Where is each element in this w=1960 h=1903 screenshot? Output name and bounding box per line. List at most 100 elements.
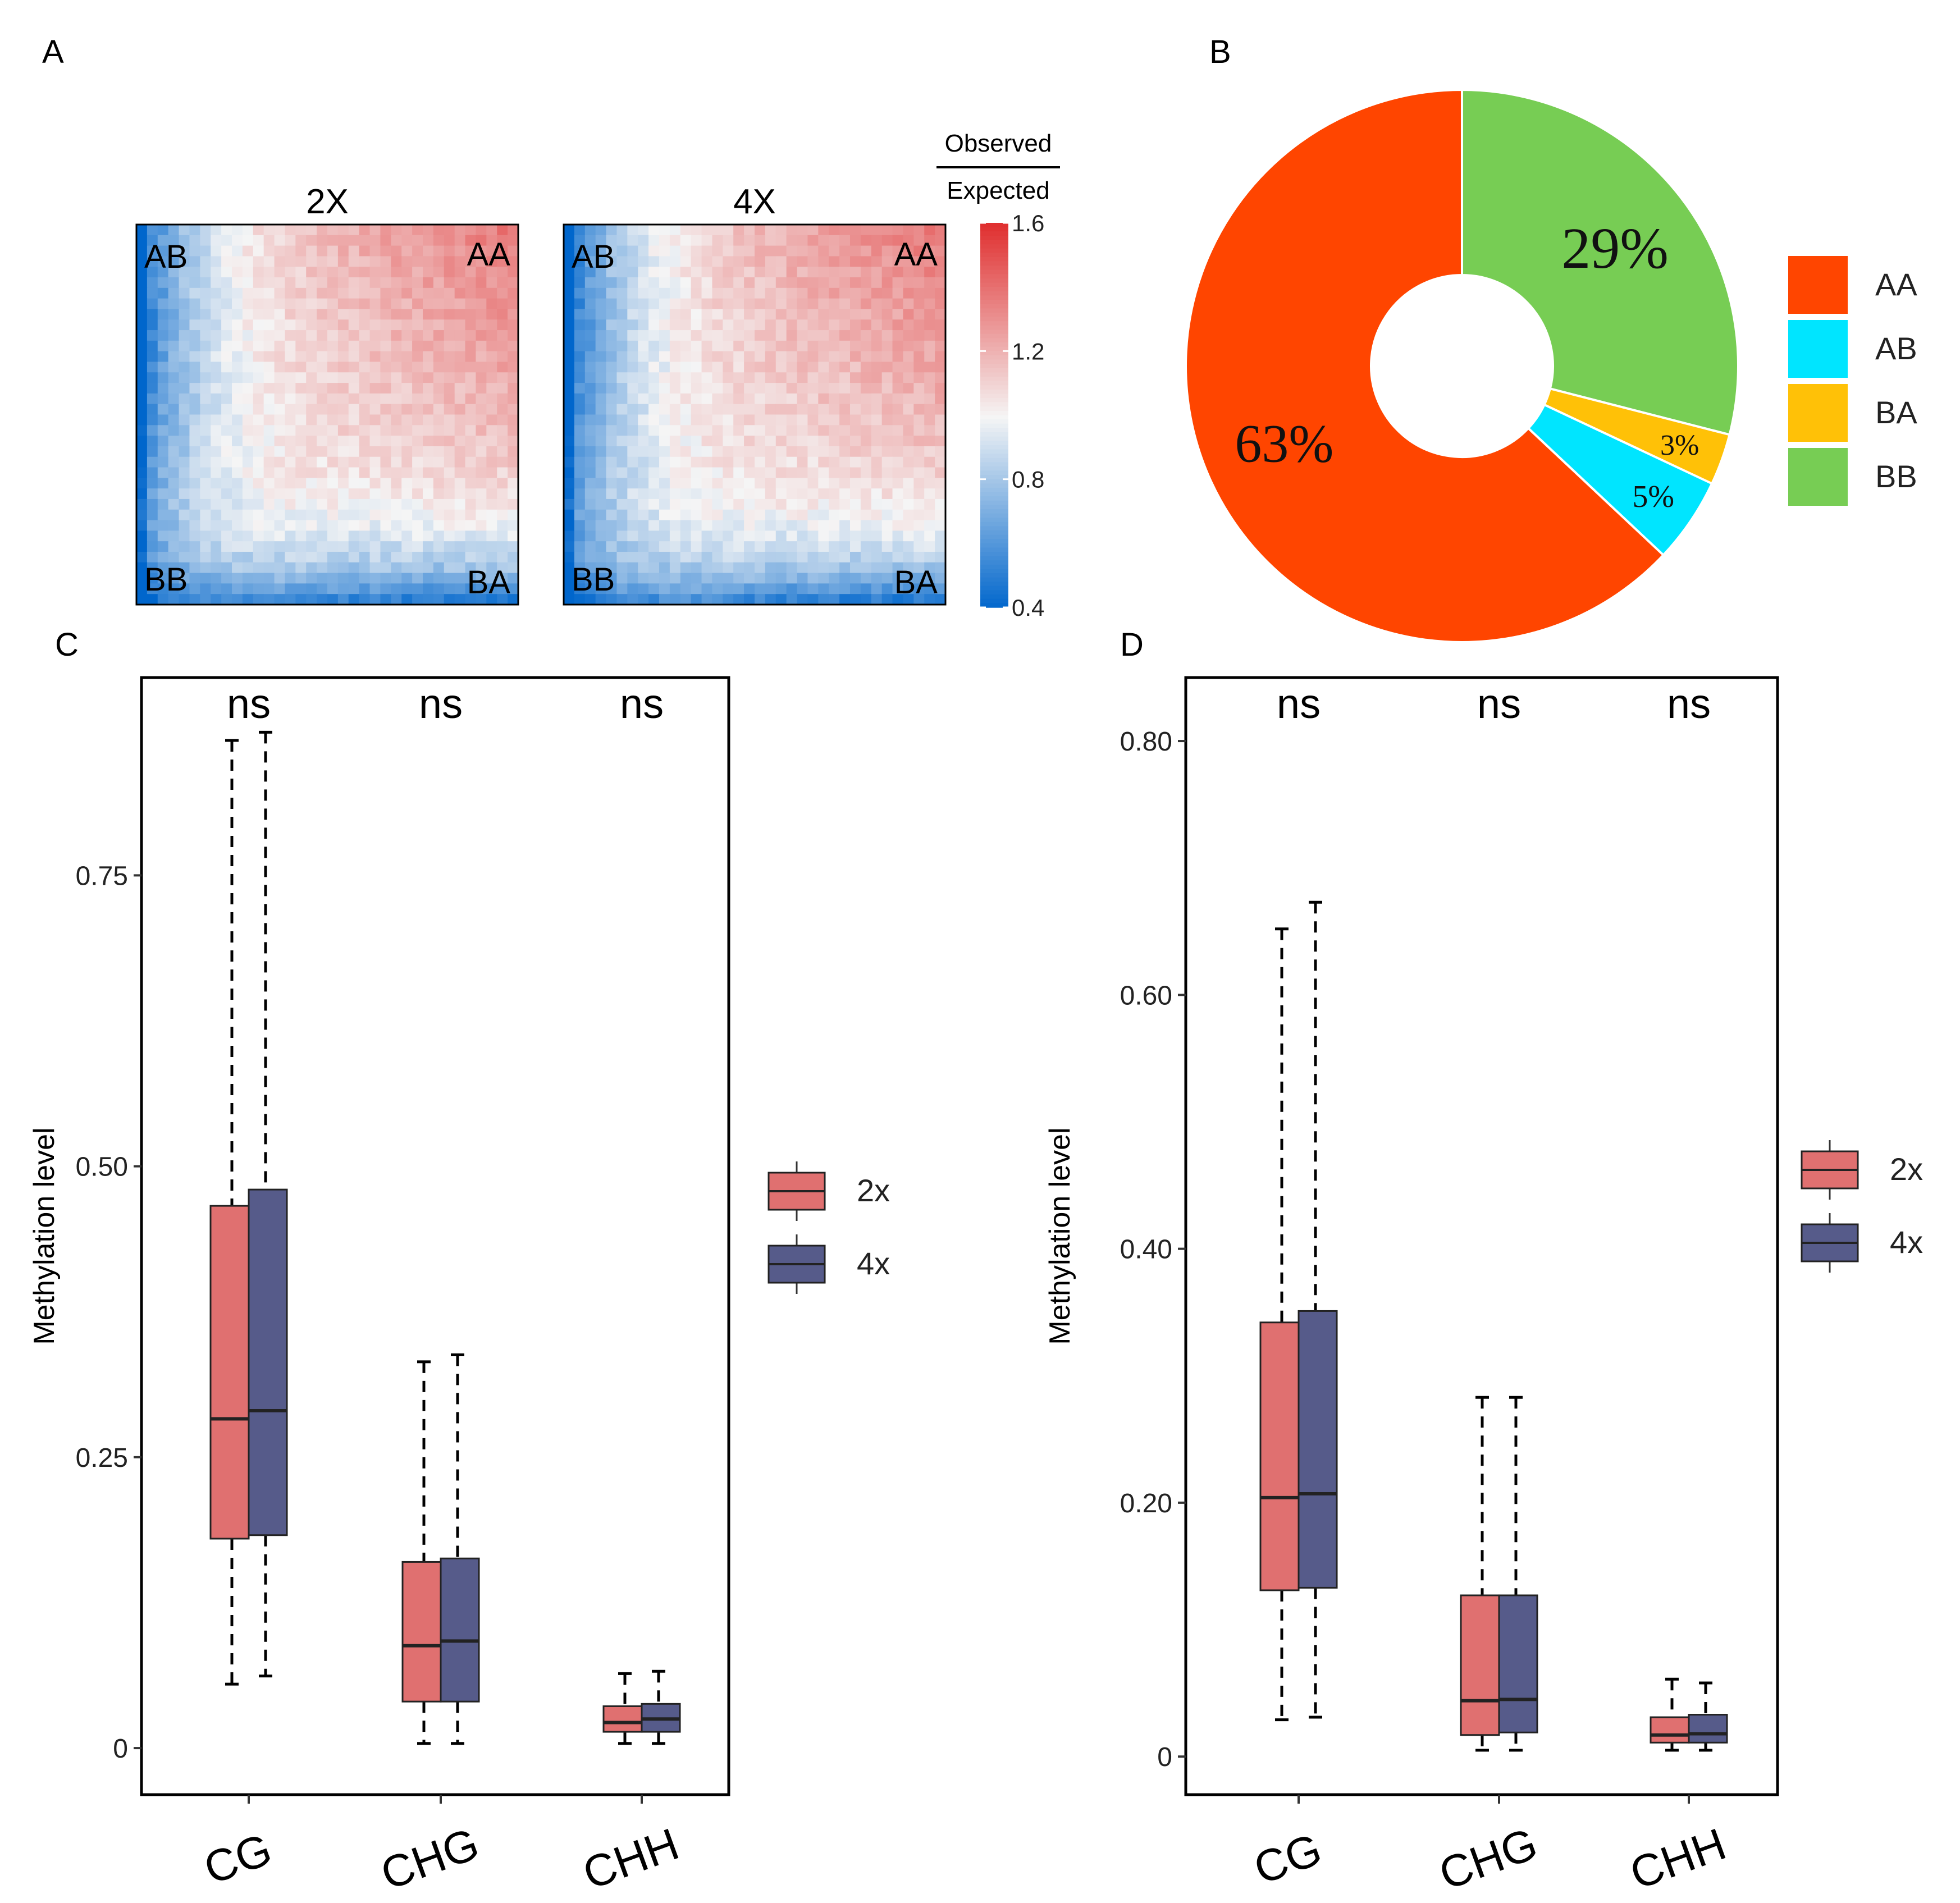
heatmap-cell [669, 330, 681, 341]
heatmap-cell [765, 551, 776, 563]
heatmap-cell [659, 393, 670, 405]
heatmap-cell [712, 287, 723, 299]
heatmap-cell [189, 309, 200, 320]
heatmap-cell [659, 372, 670, 383]
heatmap-cell [733, 404, 744, 415]
heatmap-cell [391, 573, 402, 584]
heatmap-cell [263, 541, 275, 552]
heatmap-cell [913, 498, 925, 510]
heatmap-cell [179, 245, 190, 257]
heatmap-cell [924, 340, 935, 352]
heatmap-cell [317, 541, 328, 552]
heatmap-cell [775, 404, 787, 415]
heatmap-cell [595, 509, 607, 521]
heatmap-cell [285, 351, 296, 363]
heatmap-cell [136, 319, 148, 331]
heatmap-cell [306, 562, 317, 574]
heatmap-cell [486, 594, 497, 605]
heatmap-cell [903, 573, 914, 584]
heatmap-cell [476, 383, 487, 394]
heatmap-cell [391, 478, 402, 489]
heatmap-cell [327, 351, 339, 363]
heatmap-cell [786, 509, 798, 521]
heatmap-cell [189, 467, 200, 478]
heatmap-frame [563, 223, 947, 606]
heatmap-cell [454, 372, 466, 383]
heatmap-cell [327, 488, 339, 500]
heatmap-cell [306, 541, 317, 552]
heatmap-cell [744, 594, 755, 605]
heatmap-cell [380, 594, 391, 605]
heatmap-cell [242, 330, 254, 341]
heatmap-cell [327, 530, 339, 542]
heatmap-cell [755, 520, 766, 531]
heatmap-cell [242, 478, 254, 489]
heatmap-cell [744, 298, 755, 310]
heatmap-cell [232, 256, 243, 267]
heatmap-cell [423, 277, 434, 289]
heatmap-cell [157, 362, 169, 373]
heatmap-cell [263, 551, 275, 563]
heatmap-cell [648, 488, 660, 500]
heatmap-cell [337, 520, 349, 531]
heatmap-cell [638, 446, 649, 458]
heatmap-cell [860, 488, 872, 500]
heatmap-cell [444, 372, 455, 383]
heatmap-cell [380, 456, 391, 468]
heatmap-cell [595, 245, 607, 257]
heatmap-cell [391, 414, 402, 426]
heatmap-cell [486, 520, 497, 531]
heatmap-cell [454, 256, 466, 267]
heatmap-cell [733, 330, 744, 341]
heatmap-cell [147, 594, 158, 605]
heatmap-cell [839, 362, 851, 373]
heatmap-cell [179, 488, 190, 500]
heatmap-cell [211, 277, 222, 289]
heatmap-cell [584, 530, 596, 542]
heatmap-cell [221, 467, 232, 478]
heatmap-cell [616, 235, 628, 246]
heatmap-cell [669, 551, 681, 563]
heatmap-cell [595, 298, 607, 310]
heatmap-cell [179, 573, 190, 584]
heatmap-cell [850, 404, 861, 415]
heatmap-cell [168, 498, 180, 510]
heatmap-cell [189, 235, 200, 246]
heatmap-cell [680, 446, 692, 458]
heatmap-cell [274, 351, 286, 363]
heatmap-cell [860, 225, 872, 236]
heatmap-cell [755, 362, 766, 373]
heatmap-cell [818, 351, 829, 363]
heatmap-cell [765, 245, 776, 257]
heatmap-cell [786, 277, 798, 289]
heatmap-cell [189, 530, 200, 542]
heatmap-cell [574, 530, 586, 542]
heatmap-cell [723, 478, 734, 489]
heatmap-cell [211, 340, 222, 352]
heatmap-cell [723, 319, 734, 331]
heatmap-cell [807, 372, 819, 383]
heatmap-cell [136, 509, 148, 521]
heatmap-cell [606, 330, 618, 341]
heatmap-cell [775, 425, 787, 436]
heatmap-cell [892, 404, 904, 415]
heatmap-cell [369, 256, 381, 267]
heatmap-cell [584, 478, 596, 489]
heatmap-cell [508, 287, 519, 299]
heatmap-cell [818, 488, 829, 500]
heatmap-cell [903, 562, 914, 574]
heatmap-cell [147, 436, 158, 447]
heatmap-cell [574, 404, 586, 415]
heatmap-cell [712, 362, 723, 373]
heatmap-cell [508, 298, 519, 310]
heatmap-cell [433, 287, 445, 299]
heatmap-cell [359, 509, 371, 521]
heatmap-cell [839, 425, 851, 436]
heatmap-cell [860, 340, 872, 352]
heatmap-cell [306, 245, 317, 257]
heatmap-cell [871, 436, 883, 447]
heatmap-cell [744, 583, 755, 594]
heatmap-cell [433, 330, 445, 341]
